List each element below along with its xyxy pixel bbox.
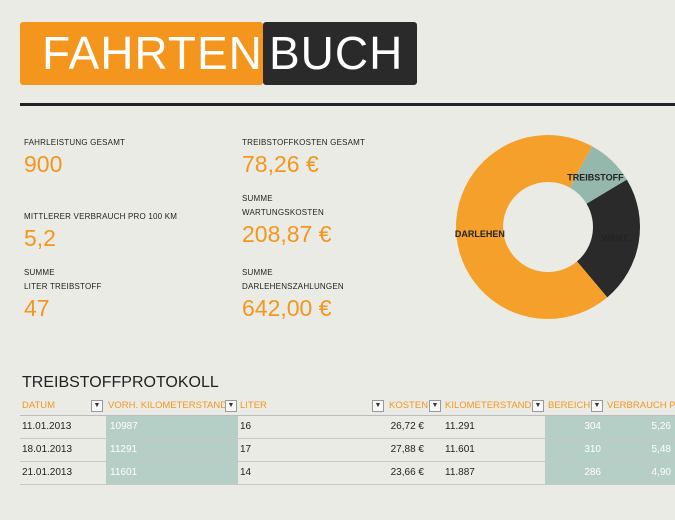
title-fahrten: FAHRTEN (20, 22, 263, 85)
table-cell[interactable]: 27,88 € (390, 444, 424, 455)
table-cell[interactable]: 11.01.2013 (22, 421, 72, 432)
table-cell[interactable]: 16 (240, 421, 252, 432)
kpi-label: TREIBSTOFFKOSTEN GESAMT (242, 138, 366, 147)
table-cell[interactable]: 286 (545, 462, 605, 484)
donut-slice-wart[interactable] (576, 179, 640, 298)
table-header: DATUM ▼ VORH. KILOMETERSTAND ▼ LITER ▼ K… (20, 397, 675, 416)
donut-slice-darlehen[interactable] (456, 135, 608, 319)
header-kosten: KOSTEN (389, 400, 429, 411)
kpi-label: FAHRLEISTUNG GESAMT (24, 138, 126, 147)
table-row[interactable]: 11.01.2013 10987 16 26,72 € 11.291 304 5,26 (20, 416, 675, 439)
table-row[interactable]: 21.01.2013 11601 14 23,66 € 11.887 286 4,90 (20, 462, 675, 485)
table-cell[interactable]: 21.01.2013 (22, 467, 73, 478)
donut-label: WART. (602, 233, 630, 243)
kpi-value: 47 (24, 295, 50, 321)
header-kilometerstand: KILOMETERSTAND (445, 400, 532, 411)
header-liter: LITER (240, 400, 267, 411)
section-title: TREIBSTOFFPROTOKOLL (22, 374, 219, 391)
donut-label: TREIBSTOFF (567, 173, 624, 183)
table-cell[interactable]: 17 (240, 444, 252, 455)
table-cell[interactable]: 14 (240, 467, 252, 478)
header-verbrauch: VERBRAUCH PRO 100 KM (607, 400, 675, 411)
kpi-label: WARTUNGSKOSTEN (242, 208, 324, 217)
chevron-down-icon[interactable]: ▼ (429, 400, 441, 412)
table-cell[interactable]: 310 (545, 439, 605, 461)
table-cell[interactable]: 11.291 (445, 421, 475, 432)
kpi-verbrauch: MITTLERER VERBRAUCH PRO 100 KM 5,2 (24, 210, 177, 252)
chevron-down-icon[interactable]: ▼ (225, 400, 237, 412)
table-cell[interactable]: 23,66 € (390, 467, 424, 478)
table-cell[interactable]: 26,72 € (390, 421, 424, 432)
table-body: 11.01.2013 10987 16 26,72 €11.291 304 5,26 18.… (20, 416, 675, 485)
kpi-wartung: SUMME WARTUNGSKOSTEN 208,87 € (242, 192, 332, 248)
kpi-label: LITER TREIBSTOFF (24, 282, 102, 291)
cost-donut-chart: TREIBSTOFF WART. DARLEHEN (455, 135, 640, 319)
kpi-label: DARLEHENSZAHLUNGEN (242, 282, 344, 291)
table-cell[interactable]: 4,90 (605, 462, 675, 484)
table-cell[interactable]: 11601 (106, 462, 238, 484)
kpi-liter: SUMME LITER TREIBSTOFF 47 (24, 266, 102, 322)
table-cell[interactable]: 5,48 (605, 439, 675, 461)
kpi-value: 208,87 € (242, 221, 332, 247)
kpi-value: 642,00 € (242, 295, 332, 321)
kpi-value: 78,26 € (242, 151, 319, 177)
kpi-value: 5,2 (24, 225, 56, 251)
fuel-log-table: DATUM ▼ VORH. KILOMETERSTAND ▼ LITER ▼ K… (20, 397, 675, 485)
title-divider (20, 103, 675, 106)
chevron-down-icon[interactable]: ▼ (532, 400, 544, 412)
kpi-value: 900 (24, 151, 63, 177)
table-cell[interactable]: 18.01.2013 (22, 444, 73, 455)
kpi-label: SUMME (242, 268, 273, 277)
kpi-label: SUMME (242, 194, 273, 203)
title-buch: BUCH (263, 22, 417, 85)
kpi-label: MITTLERER VERBRAUCH PRO 100 KM (24, 212, 178, 221)
header-vorh-kilometerstand: VORH. KILOMETERSTAND (108, 400, 228, 411)
kpi-label: SUMME (24, 268, 55, 277)
kpi-darlehen: SUMME DARLEHENSZAHLUNGEN 642,00 € (242, 266, 344, 322)
chevron-down-icon[interactable]: ▼ (91, 400, 103, 412)
table-row[interactable]: 18.01.2013 11291 17 27,88 € 11.601 310 5,48 (20, 439, 675, 462)
chevron-down-icon[interactable]: ▼ (372, 400, 384, 412)
table-cell[interactable]: 11291 (106, 439, 238, 461)
donut-label: DARLEHEN (455, 229, 505, 239)
table-cell[interactable]: 5,26 (605, 416, 675, 438)
chevron-down-icon[interactable]: ▼ (591, 400, 603, 412)
table-cell[interactable]: 11.601 (445, 444, 475, 455)
table-cell[interactable]: 304 (545, 416, 605, 438)
header-datum: DATUM (22, 400, 56, 411)
kpi-treibstoffkosten: TREIBSTOFFKOSTEN GESAMT 78,26 € (242, 136, 365, 178)
table-cell[interactable]: 11.887 (445, 467, 475, 478)
header-bereich: BEREICH (548, 400, 591, 411)
table-cell[interactable]: 10987 (106, 416, 238, 438)
donut-slice-treibstoff[interactable] (569, 146, 627, 204)
kpi-fahrleistung: FAHRLEISTUNG GESAMT 900 (24, 136, 125, 178)
